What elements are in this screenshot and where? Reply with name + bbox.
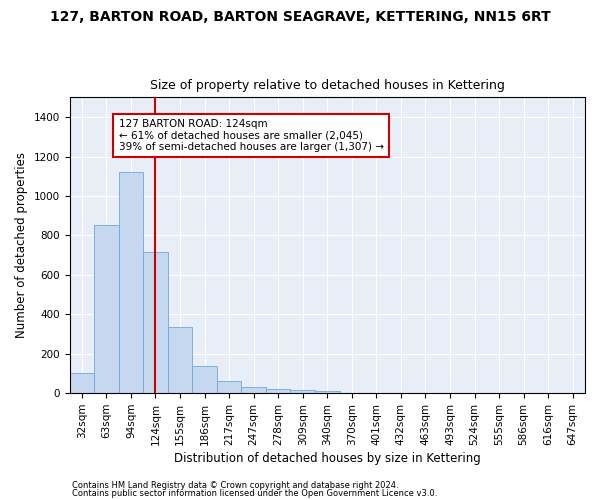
Y-axis label: Number of detached properties: Number of detached properties — [15, 152, 28, 338]
Bar — [119, 172, 143, 393]
Bar — [143, 252, 168, 393]
Title: Size of property relative to detached houses in Kettering: Size of property relative to detached ho… — [150, 79, 505, 92]
Bar — [168, 327, 192, 393]
Text: Contains HM Land Registry data © Crown copyright and database right 2024.: Contains HM Land Registry data © Crown c… — [72, 481, 398, 490]
Bar — [217, 382, 241, 393]
Bar — [70, 374, 94, 393]
Bar — [266, 390, 290, 393]
Text: 127 BARTON ROAD: 124sqm
← 61% of detached houses are smaller (2,045)
39% of semi: 127 BARTON ROAD: 124sqm ← 61% of detache… — [119, 119, 383, 152]
Bar — [290, 390, 315, 393]
Bar — [241, 388, 266, 393]
Bar — [315, 391, 340, 393]
Text: Contains public sector information licensed under the Open Government Licence v3: Contains public sector information licen… — [72, 488, 437, 498]
Text: 127, BARTON ROAD, BARTON SEAGRAVE, KETTERING, NN15 6RT: 127, BARTON ROAD, BARTON SEAGRAVE, KETTE… — [50, 10, 550, 24]
Bar — [94, 224, 119, 393]
X-axis label: Distribution of detached houses by size in Kettering: Distribution of detached houses by size … — [174, 452, 481, 465]
Bar — [192, 366, 217, 393]
